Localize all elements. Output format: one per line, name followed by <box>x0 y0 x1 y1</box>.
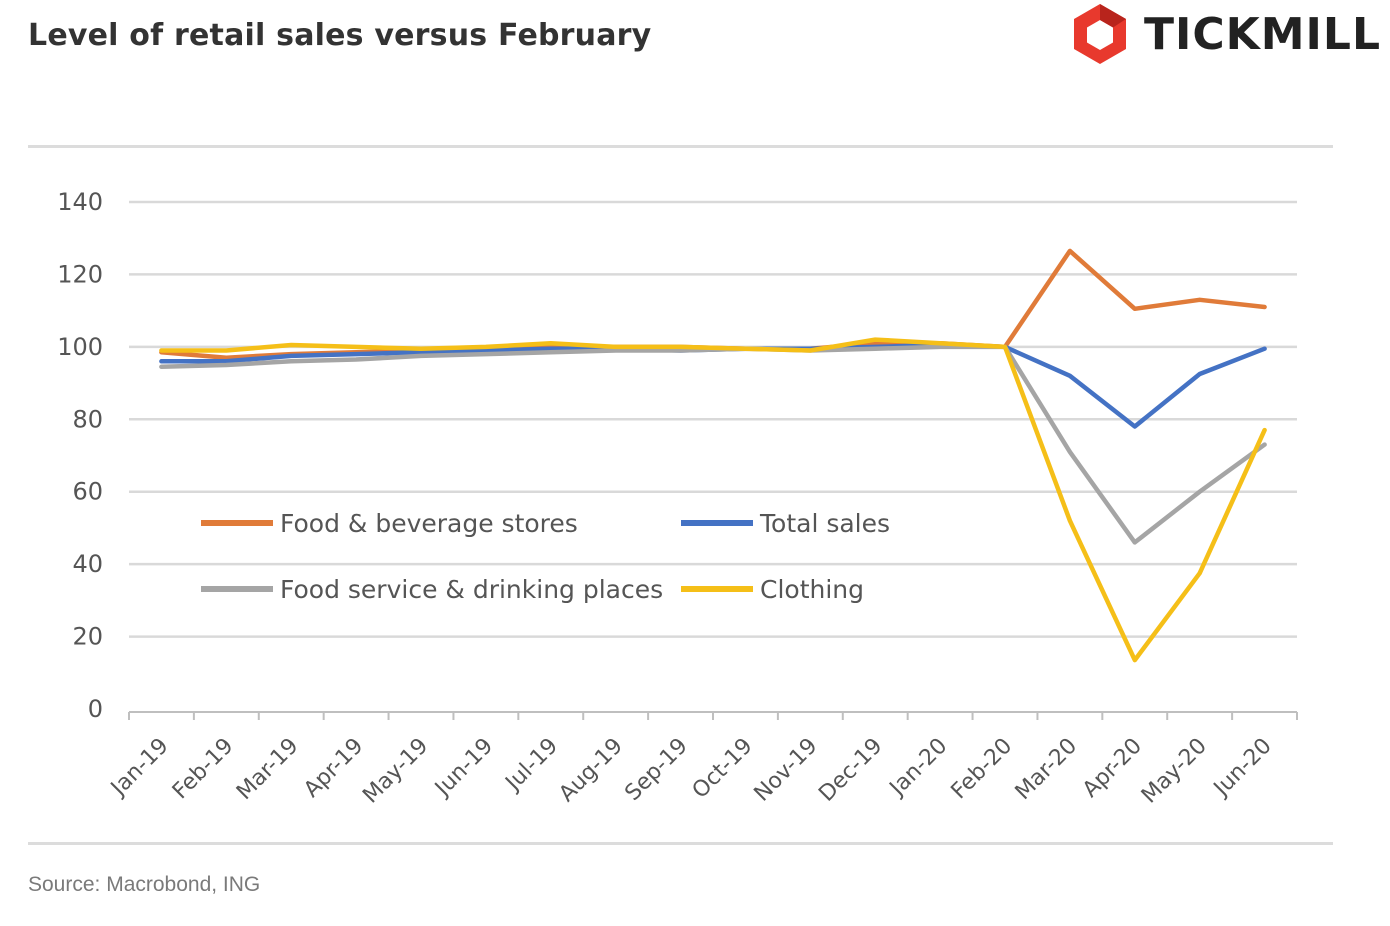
y-tick-label: 100 <box>57 333 103 361</box>
x-tick-label: Jan-20 <box>884 734 952 802</box>
brand-logo: TICKMILL <box>1072 2 1381 66</box>
x-tick-label: May-20 <box>1137 734 1212 809</box>
source-note: Source: Macrobond, ING <box>28 873 261 896</box>
x-tick-label: Jul-19 <box>500 734 563 797</box>
x-tick-label: Sep-19 <box>620 734 692 806</box>
x-tick-label: Mar-19 <box>232 734 303 805</box>
chart-title: Level of retail sales versus February <box>28 18 652 53</box>
y-tick-label: 60 <box>72 478 103 506</box>
y-tick-label: 80 <box>72 405 103 433</box>
legend-label: Clothing <box>760 575 864 604</box>
x-tick-label: Nov-19 <box>750 734 823 807</box>
brand-name: TICKMILL <box>1144 8 1382 60</box>
x-tick-label: Feb-19 <box>168 734 239 805</box>
series-line <box>159 248 1267 360</box>
x-tick-label: Jun-19 <box>429 734 498 803</box>
y-tick-label: 40 <box>72 550 103 578</box>
legend-label: Food & beverage stores <box>280 509 578 538</box>
x-tick-label: Feb-20 <box>947 734 1018 805</box>
y-axis-ticks: 0 20 40 60 80 100 120 140 <box>57 188 103 723</box>
y-tick-label: 120 <box>57 260 103 288</box>
tickmill-logo-icon <box>1074 4 1126 64</box>
series-lines <box>159 248 1267 663</box>
legend: Food & beverage stores Total sales Food se… <box>201 509 890 604</box>
bottom-divider <box>28 842 1333 845</box>
gridlines <box>129 200 1297 638</box>
x-tick-label: Dec-19 <box>814 734 887 807</box>
top-divider <box>28 145 1333 148</box>
x-tick-label: Aug-19 <box>554 734 627 807</box>
series-line <box>159 342 1267 429</box>
legend-label: Food service & drinking places <box>280 575 663 604</box>
x-tick-label: Apr-19 <box>299 734 368 803</box>
x-tick-label: Mar-20 <box>1011 734 1082 805</box>
x-tick-label: Apr-20 <box>1078 734 1147 803</box>
y-tick-label: 0 <box>88 695 103 723</box>
series-line <box>159 337 1267 663</box>
x-tick-label: Oct-19 <box>688 734 758 804</box>
x-tick-label: Jun-20 <box>1208 734 1277 803</box>
x-tick-label: Jan-19 <box>105 734 173 802</box>
legend-label: Total sales <box>759 509 890 538</box>
x-tick-label: May-19 <box>358 734 433 809</box>
y-tick-label: 140 <box>57 188 103 216</box>
y-tick-label: 20 <box>72 623 103 651</box>
